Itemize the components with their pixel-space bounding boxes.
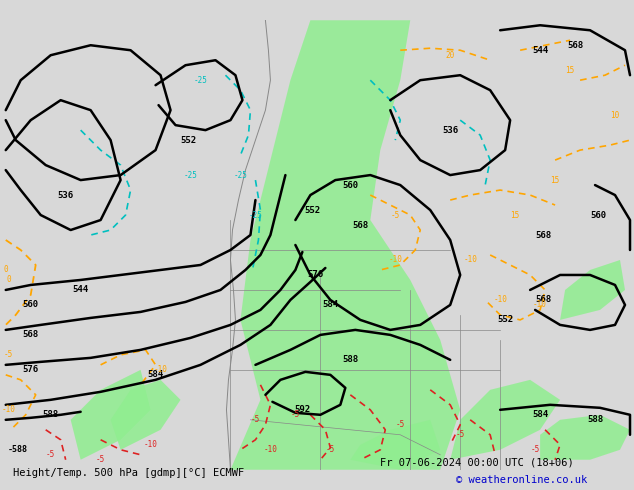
Text: 592: 592: [294, 405, 311, 415]
Text: 584: 584: [532, 410, 548, 419]
Text: -25: -25: [249, 211, 262, 220]
Text: 544: 544: [532, 46, 548, 55]
Text: 584: 584: [148, 370, 164, 379]
Polygon shape: [560, 260, 625, 320]
Text: -10: -10: [533, 300, 547, 309]
Text: -10: -10: [144, 441, 157, 449]
Text: 10: 10: [611, 111, 619, 120]
Text: 588: 588: [42, 410, 59, 419]
Text: -588: -588: [8, 445, 28, 454]
Text: -5: -5: [96, 455, 105, 464]
Text: 568: 568: [353, 220, 368, 229]
Text: 0: 0: [6, 275, 11, 285]
Text: 20: 20: [446, 51, 455, 60]
Text: -5: -5: [326, 445, 335, 454]
Text: 576: 576: [23, 366, 39, 374]
Polygon shape: [70, 370, 150, 460]
Text: -10: -10: [389, 255, 402, 265]
Text: 560: 560: [23, 300, 39, 309]
Text: 552: 552: [304, 205, 320, 215]
Text: 568: 568: [535, 295, 551, 304]
Text: Height/Temp. 500 hPa [gdmp][°C] ECMWF: Height/Temp. 500 hPa [gdmp][°C] ECMWF: [13, 468, 244, 478]
Text: 576: 576: [307, 270, 323, 279]
Polygon shape: [450, 380, 560, 460]
Text: 552: 552: [497, 316, 513, 324]
Text: -10: -10: [264, 445, 277, 454]
Text: Fr 07-06-2024 00:00 UTC (18+06): Fr 07-06-2024 00:00 UTC (18+06): [380, 458, 574, 468]
Polygon shape: [110, 380, 181, 450]
Text: 584: 584: [322, 300, 339, 309]
Text: -5: -5: [4, 350, 13, 359]
Text: 15: 15: [510, 211, 520, 220]
Text: -5: -5: [531, 445, 540, 454]
Text: 588: 588: [587, 416, 603, 424]
Text: 588: 588: [342, 355, 358, 365]
Text: 560: 560: [590, 211, 606, 220]
Text: 568: 568: [23, 330, 39, 340]
Text: 568: 568: [567, 41, 583, 49]
Polygon shape: [351, 420, 440, 470]
Text: -25: -25: [184, 171, 197, 179]
Text: -10: -10: [2, 405, 16, 415]
Text: -25: -25: [233, 171, 247, 179]
Text: 536: 536: [442, 125, 458, 135]
Text: 544: 544: [72, 286, 89, 294]
Text: -10: -10: [463, 255, 477, 265]
Text: -5: -5: [46, 450, 55, 459]
Text: -5: -5: [396, 420, 405, 429]
Text: 536: 536: [58, 191, 74, 199]
Text: 552: 552: [181, 136, 197, 145]
Text: 0: 0: [3, 266, 8, 274]
Text: 568: 568: [535, 230, 551, 240]
Text: -25: -25: [193, 75, 207, 85]
Text: © weatheronline.co.uk: © weatheronline.co.uk: [456, 475, 588, 485]
Polygon shape: [540, 415, 630, 460]
Text: 15: 15: [566, 66, 574, 74]
Text: -5: -5: [391, 211, 400, 220]
Polygon shape: [231, 20, 460, 470]
Text: -10: -10: [153, 366, 167, 374]
Text: 15: 15: [550, 175, 560, 185]
Text: -5: -5: [251, 416, 260, 424]
Text: -10: -10: [493, 295, 507, 304]
Text: 560: 560: [342, 181, 358, 190]
Text: -5: -5: [456, 430, 465, 439]
Text: -5: -5: [291, 410, 300, 419]
